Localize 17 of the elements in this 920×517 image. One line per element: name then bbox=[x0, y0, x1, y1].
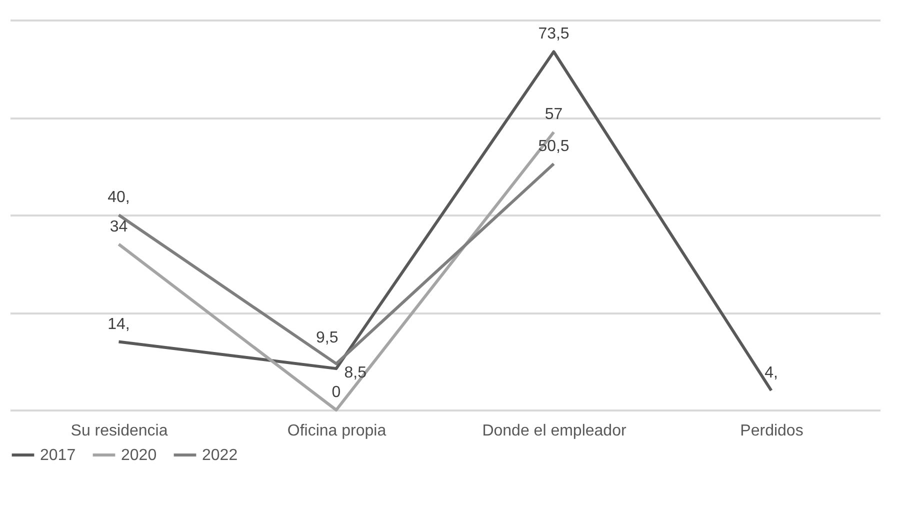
data-label: 14, bbox=[108, 316, 130, 333]
data-label: 57 bbox=[544, 106, 563, 124]
legend-label: 2017 bbox=[40, 447, 76, 464]
data-label: 34 bbox=[110, 218, 128, 236]
data-label: 73,5 bbox=[538, 26, 570, 43]
legend-label: 2020 bbox=[121, 447, 157, 464]
x-tick-label: Oficina propia bbox=[287, 422, 386, 440]
legend-label: 2022 bbox=[202, 447, 238, 464]
data-label: 4, bbox=[764, 364, 778, 382]
x-tick-label: Donde el empleador bbox=[482, 422, 627, 440]
x-tick-label: Perdidos bbox=[740, 422, 804, 440]
data-label: 50,5 bbox=[538, 138, 570, 155]
x-tick-label: Su residencia bbox=[70, 422, 168, 440]
data-label: 9,5 bbox=[316, 330, 338, 347]
data-label: 0 bbox=[332, 384, 341, 401]
data-label: 40, bbox=[108, 189, 130, 206]
data-label: 8,5 bbox=[344, 364, 367, 382]
